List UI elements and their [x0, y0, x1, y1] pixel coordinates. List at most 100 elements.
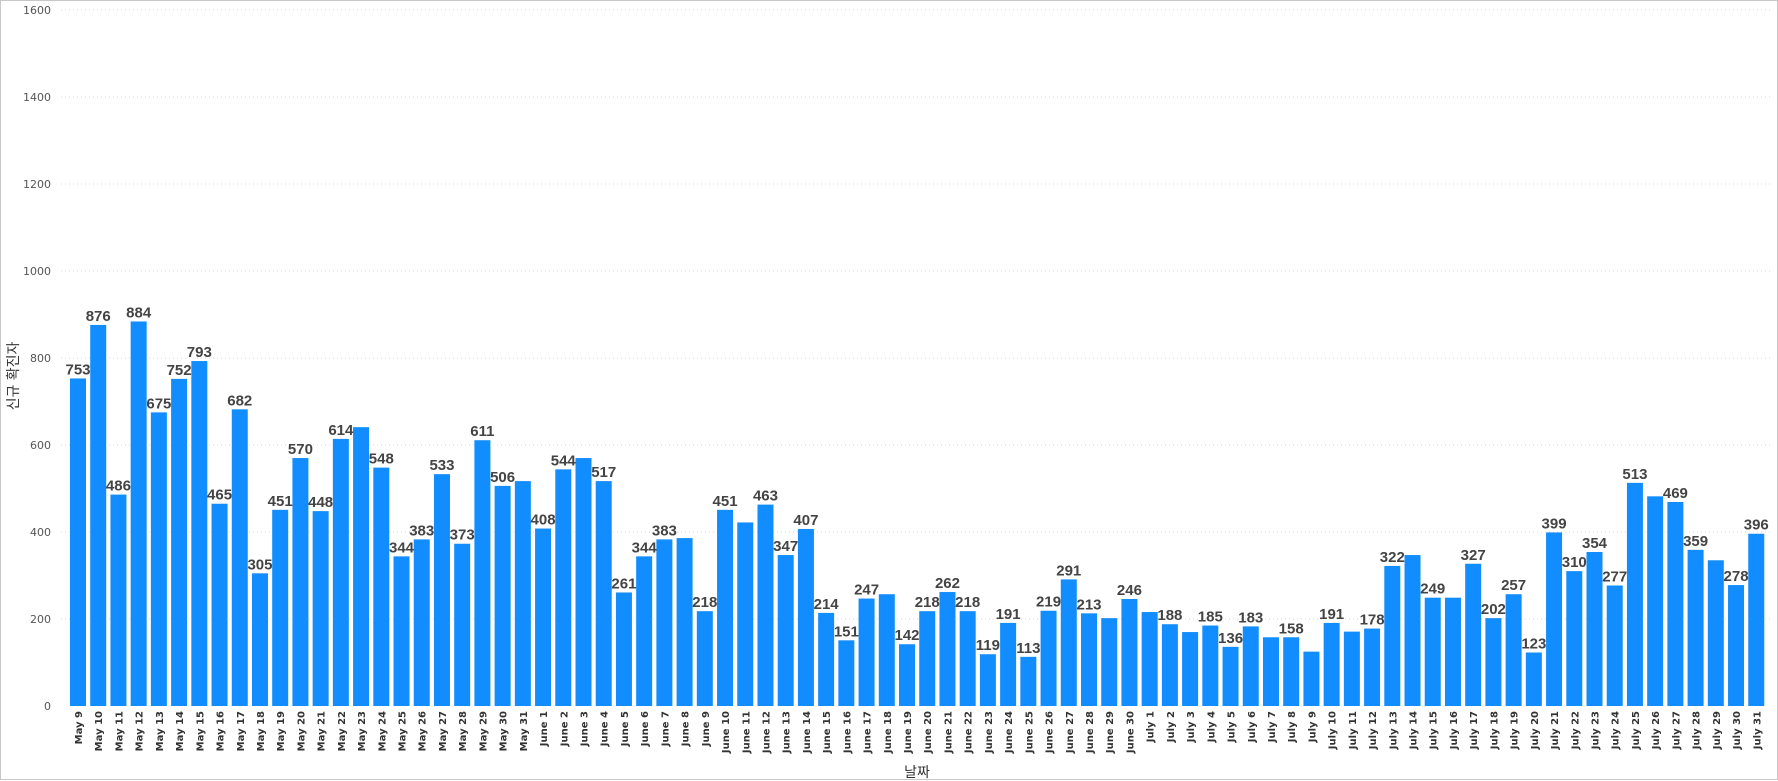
data-label: 753	[65, 361, 90, 378]
x-tick-label: July 12	[1368, 711, 1379, 750]
x-tick-label: July 10	[1328, 711, 1339, 750]
x-tick-label: May 19	[276, 711, 287, 751]
x-tick-label: May 24	[377, 711, 388, 751]
bar	[1141, 612, 1158, 706]
data-label: 463	[753, 488, 778, 505]
x-tick-label: June 16	[842, 711, 853, 754]
bar	[191, 361, 208, 706]
bar	[494, 485, 511, 706]
x-tick-label: July 13	[1388, 711, 1399, 750]
bar	[1283, 637, 1300, 706]
data-label: 136	[1218, 630, 1243, 647]
x-tick-label: July 2	[1166, 711, 1177, 743]
x-tick-label: June 14	[802, 711, 813, 754]
x-tick-label: July 31	[1752, 711, 1763, 750]
bar	[1000, 622, 1017, 706]
data-label: 214	[814, 596, 840, 613]
bar	[1546, 532, 1563, 706]
data-label: 513	[1622, 466, 1647, 483]
bar	[656, 539, 673, 706]
x-tick-label: May 22	[337, 711, 348, 751]
x-tick-label: July 20	[1530, 711, 1541, 750]
x-tick-label: June 19	[903, 711, 914, 754]
data-label: 752	[167, 362, 192, 379]
y-tick-label: 800	[30, 352, 51, 365]
bar	[332, 438, 349, 706]
bar	[1242, 626, 1259, 706]
bar	[1262, 637, 1279, 706]
data-label: 451	[268, 493, 293, 510]
bar	[1364, 628, 1381, 706]
x-tick-label: July 22	[1570, 711, 1581, 750]
y-tick-label: 1000	[23, 265, 51, 278]
bar	[1404, 555, 1421, 706]
data-label: 151	[834, 623, 859, 640]
data-label: 327	[1461, 547, 1486, 564]
data-label: 359	[1683, 533, 1708, 550]
y-tick-label: 0	[44, 700, 51, 713]
data-label: 876	[86, 308, 111, 325]
data-label: 191	[1319, 606, 1344, 623]
bar	[838, 640, 855, 706]
bar	[474, 440, 491, 706]
data-label: 113	[1016, 640, 1040, 657]
data-label: 202	[1481, 601, 1506, 618]
x-tick-label: July 27	[1671, 711, 1682, 750]
bar	[1020, 656, 1037, 706]
x-tick-label: May 31	[519, 711, 530, 751]
data-label: 262	[935, 575, 960, 592]
x-tick-label: June 12	[761, 711, 772, 754]
data-label: 486	[106, 478, 131, 495]
x-tick-label: July 8	[1287, 711, 1298, 743]
x-tick-label: May 29	[478, 711, 489, 751]
bar	[171, 378, 188, 706]
bar	[1384, 565, 1401, 706]
data-label: 291	[1056, 562, 1081, 579]
x-tick-label: May 20	[296, 711, 307, 751]
data-label: 218	[955, 594, 980, 611]
data-label: 408	[531, 512, 556, 529]
bar	[1728, 585, 1745, 706]
y-tick-label: 400	[30, 526, 51, 539]
x-tick-label: July 5	[1227, 711, 1238, 743]
x-tick-label: June 5	[620, 711, 631, 747]
data-label: 465	[207, 487, 232, 504]
bar	[1161, 624, 1178, 706]
bar	[899, 644, 916, 706]
bar	[858, 598, 875, 706]
bar	[1465, 563, 1482, 706]
data-label: 675	[146, 395, 171, 412]
bar	[514, 481, 531, 706]
x-tick-label: May 30	[499, 711, 510, 751]
bar	[818, 612, 835, 706]
data-label: 884	[126, 304, 152, 321]
data-label: 257	[1501, 577, 1526, 594]
bar	[1081, 613, 1097, 706]
data-label: 373	[450, 527, 475, 544]
data-label: 570	[288, 441, 313, 458]
x-tick-label: July 16	[1449, 711, 1460, 750]
x-tick-label: June 7	[660, 711, 671, 747]
x-tick-label: July 18	[1489, 711, 1500, 750]
x-tick-label: July 28	[1692, 711, 1703, 750]
data-label: 218	[692, 594, 717, 611]
bar	[1606, 585, 1623, 706]
bar	[919, 611, 936, 706]
x-tick-label: June 28	[1085, 711, 1096, 754]
bar	[757, 504, 774, 706]
x-tick-label: May 13	[155, 711, 166, 751]
x-tick-label: June 27	[1065, 711, 1076, 754]
x-tick-label: July 23	[1591, 711, 1602, 750]
data-label: 261	[611, 575, 636, 592]
bar	[110, 494, 127, 706]
data-label: 123	[1521, 635, 1546, 652]
bar	[1121, 598, 1138, 706]
data-label: 399	[1542, 515, 1567, 532]
data-label: 246	[1117, 582, 1142, 599]
bar	[70, 378, 86, 706]
x-tick-label: July 19	[1510, 711, 1521, 750]
data-label: 344	[632, 539, 658, 556]
